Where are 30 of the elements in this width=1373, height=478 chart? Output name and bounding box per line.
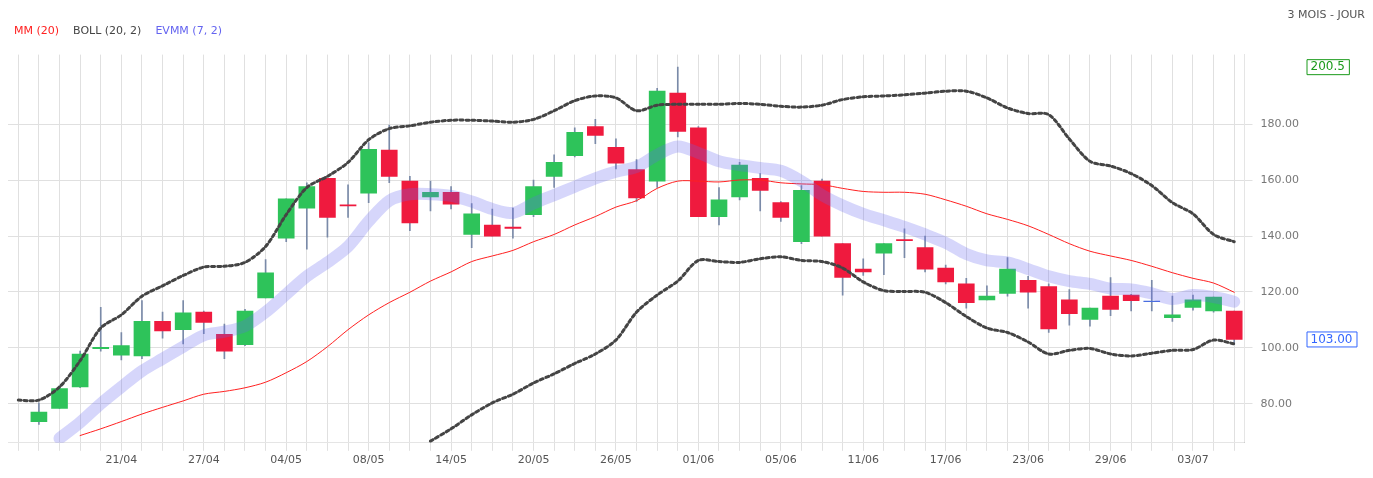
text: 3 MOIS - JOUR [1287, 8, 1365, 21]
y-tick-label: 120.00 [1260, 284, 1300, 298]
text: 200.5 [1310, 59, 1345, 74]
text: EVMM (7, 2) [155, 24, 222, 39]
x-tick-label: 29/06 [1094, 453, 1127, 467]
y-tick-label: 180.00 [1260, 117, 1300, 131]
candlestick [92, 307, 110, 352]
x-tick-label: 01/06 [682, 453, 715, 467]
x-tick-label: 08/05 [352, 453, 385, 467]
x-tick-label: 11/06 [847, 453, 880, 467]
text: BOLL (20, 2) [73, 24, 142, 39]
line-series [79, 179, 1235, 437]
x-tick-label: 20/05 [517, 453, 550, 467]
x-tick-label: 21/04 [105, 453, 138, 467]
x-tick-label: 27/04 [187, 453, 220, 467]
x-tick-label: 03/07 [1177, 453, 1209, 467]
line-series [428, 255, 1236, 443]
x-tick-label: 17/06 [929, 453, 962, 467]
x-tick-label: 26/05 [600, 453, 632, 467]
candlestick [504, 207, 522, 239]
x-tick-label: 23/06 [1012, 453, 1044, 467]
x-tick-label: 05/06 [764, 453, 797, 467]
text: 103.00 [1310, 331, 1353, 346]
text: MM (20) [14, 24, 60, 39]
y-tick-label: 160.00 [1260, 173, 1300, 187]
x-tick-label: 04/05 [270, 453, 303, 467]
y-tick-label: 100.00 [1260, 340, 1300, 354]
y-tick-label: 140.00 [1260, 228, 1300, 242]
x-tick-label: 14/05 [435, 453, 467, 467]
y-tick-label: 80.00 [1260, 396, 1293, 410]
